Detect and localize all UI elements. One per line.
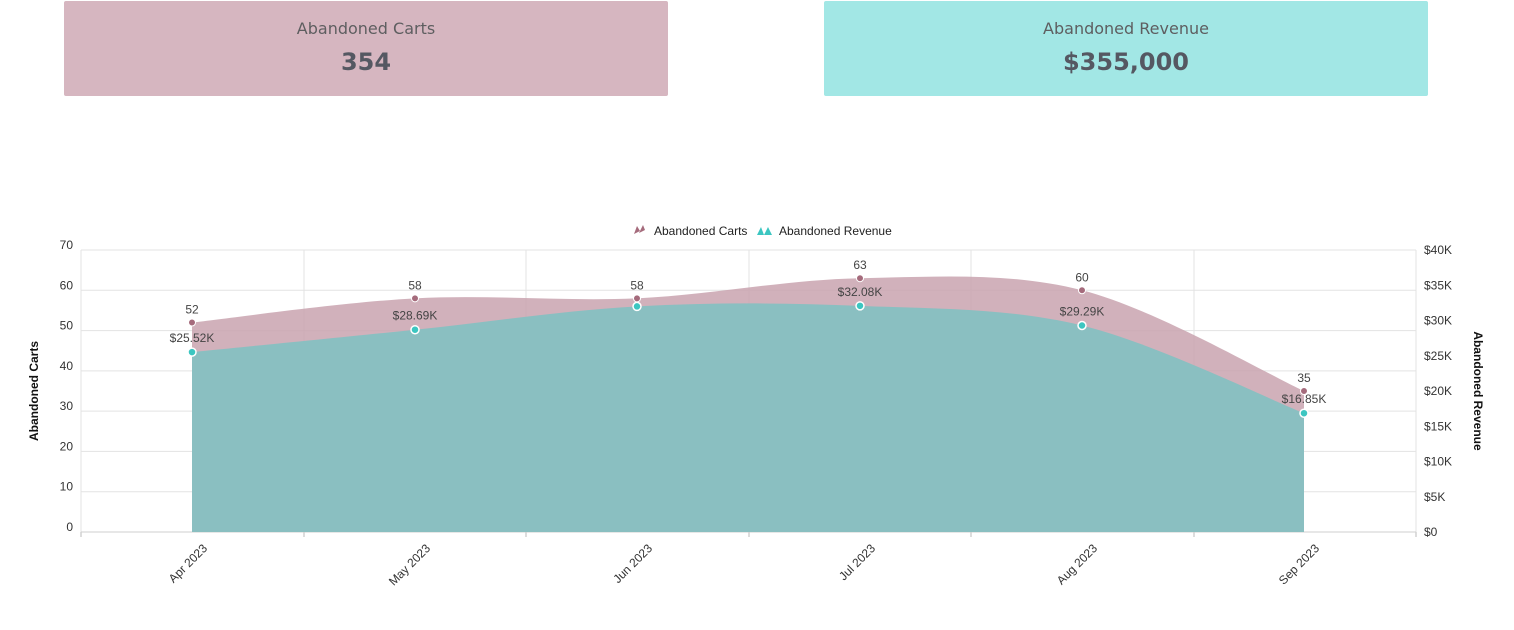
data-label-revenue: $16.85K bbox=[1282, 392, 1327, 406]
y-axis-tick-label: 30 bbox=[60, 399, 74, 413]
y2-axis-tick-label: $15K bbox=[1424, 419, 1452, 433]
y-axis-tick-label: 20 bbox=[60, 439, 74, 453]
data-label-carts: 52 bbox=[185, 303, 199, 317]
kpi-label: Abandoned Revenue bbox=[1043, 19, 1209, 38]
y2-axis-tick-label: $30K bbox=[1424, 314, 1452, 328]
legend-icon-carts bbox=[634, 225, 645, 234]
data-label-carts: 35 bbox=[1297, 371, 1311, 385]
y-axis-tick-label: 50 bbox=[60, 319, 74, 333]
y-axis-tick-label: 0 bbox=[66, 520, 73, 534]
y2-axis-tick-label: $40K bbox=[1424, 243, 1452, 257]
data-label-revenue: $32.08K bbox=[838, 285, 883, 299]
legend-item-carts[interactable]: Abandoned Carts bbox=[654, 224, 747, 238]
y2-axis-tick-label: $10K bbox=[1424, 455, 1452, 469]
kpi-card-abandoned-carts: Abandoned Carts 354 bbox=[64, 1, 668, 96]
data-label-carts: 60 bbox=[1075, 270, 1089, 284]
x-axis-tick-label: May 2023 bbox=[386, 541, 433, 588]
y2-axis-tick-label: $35K bbox=[1424, 278, 1452, 292]
data-label-carts: 58 bbox=[630, 278, 644, 292]
y2-axis-tick-label: $25K bbox=[1424, 349, 1452, 363]
x-axis-tick-label: Apr 2023 bbox=[166, 541, 211, 586]
kpi-value: 354 bbox=[340, 48, 392, 76]
y-axis-tick-label: 60 bbox=[60, 278, 74, 292]
data-label-revenue: $25.52K bbox=[170, 331, 215, 345]
y2-axis-tick-label: $0 bbox=[1424, 525, 1438, 539]
data-label-carts: 63 bbox=[853, 258, 867, 272]
x-axis-tick-label: Sep 2023 bbox=[1276, 541, 1322, 587]
y-axis-title: Abandoned Carts bbox=[27, 341, 41, 441]
legend-item-revenue[interactable]: Abandoned Revenue bbox=[779, 224, 892, 238]
y-axis-tick-label: 10 bbox=[60, 480, 74, 494]
x-axis-tick-label: Jun 2023 bbox=[610, 541, 655, 586]
y-axis-tick-label: 70 bbox=[60, 238, 74, 252]
data-point-carts[interactable] bbox=[1078, 286, 1086, 295]
data-label-revenue: $29.29K bbox=[1060, 305, 1105, 319]
y2-axis-tick-label: $5K bbox=[1424, 490, 1445, 504]
kpi-card-abandoned-revenue: Abandoned Revenue $355,000 bbox=[824, 1, 1428, 96]
series-area-abandoned-revenue bbox=[192, 303, 1304, 532]
y-axis-tick-label: 40 bbox=[60, 359, 74, 373]
data-point-revenue[interactable] bbox=[187, 347, 197, 357]
data-point-revenue[interactable] bbox=[632, 301, 642, 312]
y2-axis-title: Abandoned Revenue bbox=[1471, 331, 1485, 451]
kpi-value: $355,000 bbox=[1062, 48, 1189, 76]
data-point-revenue[interactable] bbox=[1299, 408, 1309, 418]
data-point-carts[interactable] bbox=[411, 294, 419, 303]
data-point-revenue[interactable] bbox=[410, 324, 420, 335]
data-point-carts[interactable] bbox=[633, 294, 641, 303]
data-point-carts[interactable] bbox=[1300, 387, 1308, 395]
legend-icon-revenue bbox=[757, 227, 772, 235]
data-label-carts: 58 bbox=[408, 278, 422, 292]
data-label-revenue: $28.69K bbox=[393, 309, 438, 323]
y2-axis-tick-label: $20K bbox=[1424, 384, 1452, 398]
data-point-carts[interactable] bbox=[856, 274, 864, 283]
data-point-revenue[interactable] bbox=[855, 301, 865, 311]
x-axis-tick-label: Aug 2023 bbox=[1054, 541, 1100, 587]
data-point-revenue[interactable] bbox=[1077, 320, 1087, 331]
x-axis-tick-label: Jul 2023 bbox=[836, 541, 878, 583]
data-point-carts[interactable] bbox=[188, 318, 196, 327]
kpi-label: Abandoned Carts bbox=[296, 19, 436, 38]
